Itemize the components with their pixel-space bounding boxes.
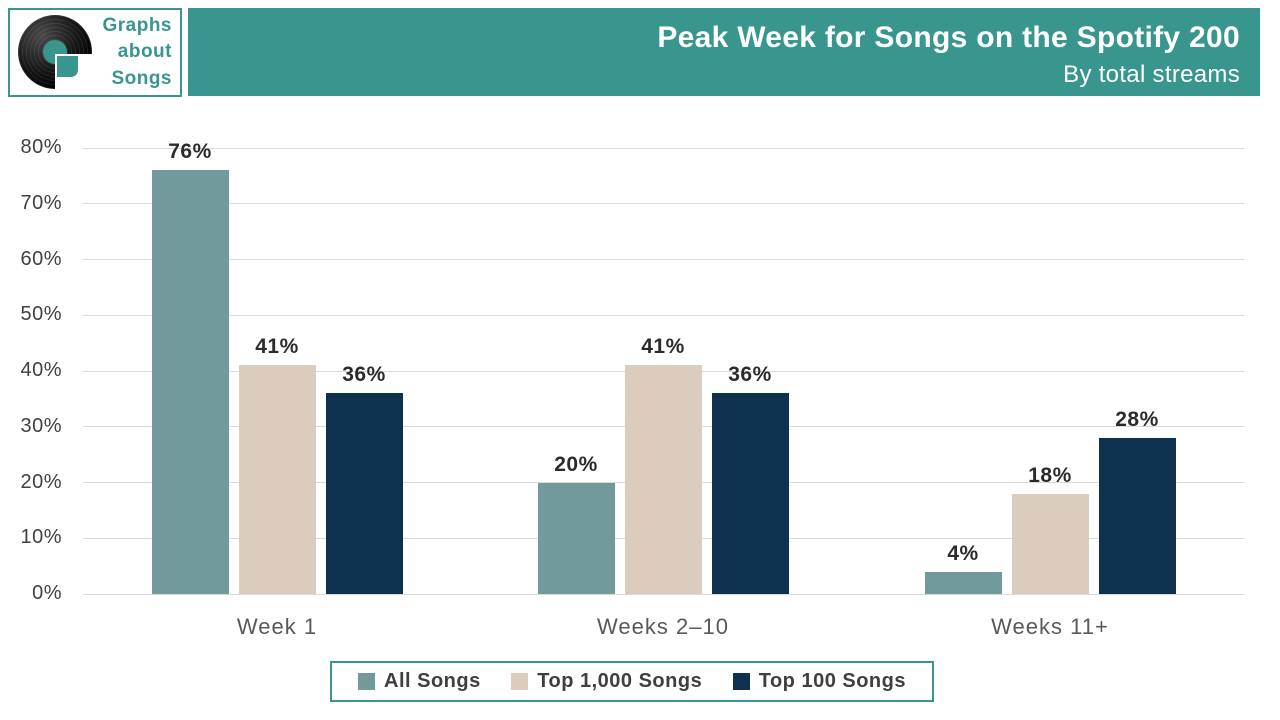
legend: All Songs Top 1,000 Songs Top 100 Songs — [330, 661, 934, 702]
legend-item-all-songs: All Songs — [358, 670, 481, 693]
bar-value-label: 41% — [255, 335, 299, 359]
x-axis-category-label: Week 1 — [236, 614, 318, 639]
legend-label: Top 100 Songs — [758, 670, 906, 692]
y-axis-tick-20: 20% — [20, 470, 62, 493]
gridline-60 — [83, 259, 1244, 260]
legend-swatch-icon — [732, 673, 750, 690]
y-axis-tick-70: 70% — [20, 191, 62, 214]
bar-all-songs-1 — [537, 482, 615, 594]
y-axis-tick-40: 40% — [20, 359, 62, 381]
bar-top-1-000-songs-1 — [624, 365, 702, 594]
legend-label: All Songs — [384, 670, 481, 692]
chart-subtitle: By total streams — [1063, 61, 1240, 88]
y-axis-tick-60: 60% — [20, 247, 62, 270]
bar-value-label: 4% — [947, 541, 979, 565]
y-axis-tick-50: 50% — [20, 303, 62, 326]
vinyl-record-icon — [10, 10, 102, 95]
gridline-70 — [83, 203, 1244, 205]
bar-top-1-000-songs-2 — [1011, 493, 1089, 594]
legend-label: Top 1,000 Songs — [537, 670, 703, 692]
bar-value-label: 41% — [641, 335, 685, 359]
y-axis-tick-30: 30% — [20, 414, 62, 437]
gridline-0 — [83, 593, 1244, 595]
gridline-50 — [83, 314, 1244, 316]
bar-all-songs-0 — [151, 170, 229, 594]
bar-value-label: 20% — [554, 452, 598, 476]
logo-word-2: about — [117, 41, 172, 63]
bar-top-100-songs-2 — [1098, 437, 1176, 594]
y-axis-tick-10: 10% — [20, 526, 62, 549]
chart-title: Peak Week for Songs on the Spotify 200 — [657, 21, 1240, 54]
bar-all-songs-2 — [924, 571, 1002, 594]
bar-value-label: 36% — [728, 363, 772, 387]
legend-swatch-icon — [358, 673, 375, 690]
logo-word-3: Songs — [111, 67, 172, 89]
x-axis-category-label: Weeks 11+ — [991, 614, 1109, 639]
bar-value-label: 36% — [342, 363, 386, 387]
x-axis-category-label: Weeks 2–10 — [597, 614, 729, 639]
logo: Graphs about Songs — [8, 8, 182, 97]
bar-top-1-000-songs-0 — [238, 365, 316, 594]
y-axis-tick-0: 0% — [32, 582, 62, 604]
header-banner: Peak Week for Songs on the Spotify 200 B… — [188, 8, 1260, 96]
bar-value-label: 76% — [168, 140, 212, 164]
bar-top-100-songs-1 — [711, 393, 789, 594]
legend-swatch-icon — [511, 673, 529, 690]
legend-item-top-1-000-songs: Top 1,000 Songs — [511, 670, 702, 693]
bar-value-label: 18% — [1028, 463, 1072, 487]
legend-item-top-100-songs: Top 100 Songs — [732, 670, 906, 693]
bar-value-label: 28% — [1115, 407, 1159, 431]
gridline-80 — [83, 147, 1244, 149]
bar-top-100-songs-0 — [325, 393, 403, 594]
vinyl-notch-square — [57, 56, 78, 77]
y-axis-tick-80: 80% — [20, 136, 62, 158]
logo-wordmark: Graphs about Songs — [102, 10, 180, 95]
logo-word-1: Graphs — [102, 15, 172, 37]
